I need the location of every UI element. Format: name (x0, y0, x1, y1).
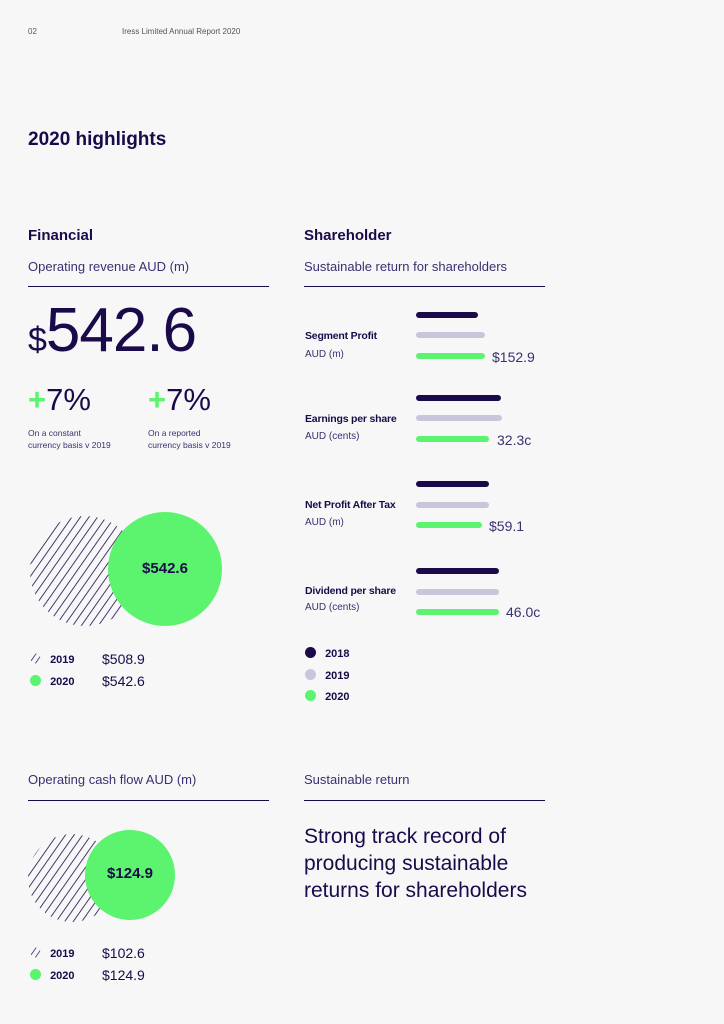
note-line: currency basis v 2019 (148, 440, 231, 450)
legend-row: 2018 (305, 647, 350, 660)
revenue-figure: $542.6 (28, 300, 197, 362)
cashflow-bubble-label: $124.9 (107, 865, 153, 882)
divider (304, 286, 545, 287)
bar-2020 (416, 609, 499, 615)
shareholder-heading: Shareholder (304, 227, 392, 244)
legend-value-text: $102.6 (102, 945, 145, 961)
bar-2019 (416, 502, 489, 508)
growth-value: 7% (166, 382, 211, 417)
legend-value: $124.9 (102, 967, 145, 983)
note-line: On a constant (28, 428, 81, 438)
revenue-bubble-label: $542.6 (142, 560, 188, 577)
quote-line: producing sustainable (304, 852, 509, 875)
page-title: 2020 highlights (28, 129, 167, 150)
legend-value-text: $124.9 (102, 967, 145, 983)
bar-2019 (416, 332, 485, 338)
hatch-swatch-icon (30, 653, 41, 664)
cashflow-bubbles (28, 830, 175, 922)
return-label: Sustainable return (304, 772, 410, 787)
legend-value: $542.6 (102, 673, 145, 689)
bar-2018 (416, 481, 489, 487)
legend-row: 2019 (30, 947, 75, 960)
plus-icon: + (148, 382, 167, 417)
metric-value: $59.1 (489, 518, 525, 534)
bar-2020 (416, 436, 489, 442)
note-line: currency basis v 2019 (28, 440, 111, 450)
bar-2018 (416, 568, 499, 574)
revenue-value: 542.6 (45, 296, 197, 365)
bar-2019 (416, 589, 499, 595)
financial-heading: Financial (28, 227, 94, 244)
hatch-swatch-icon (30, 947, 41, 958)
quote-line: Strong track record of (304, 825, 506, 848)
metric-value: 32.3c (497, 432, 532, 448)
document-title: Iress Limited Annual Report 2020 (122, 27, 241, 36)
growth-reported: +7% (148, 384, 211, 415)
growth-value: 7% (46, 382, 91, 417)
legend-year: 2020 (325, 691, 350, 703)
bar-2020 (416, 353, 485, 359)
revenue-currency: $ (28, 321, 47, 359)
metric-unit: AUD (m) (305, 349, 344, 360)
legend-value: $508.9 (102, 651, 145, 667)
metric-unit: AUD (m) (305, 517, 344, 528)
metric-value: $152.9 (492, 349, 535, 365)
metric-label: Earnings per share (305, 413, 397, 425)
bar-2020 (416, 522, 482, 528)
growth-note: On a constant currency basis v 2019 (28, 427, 111, 451)
navy-dot-icon (305, 647, 316, 658)
green-dot-icon (30, 675, 41, 686)
green-dot-icon (305, 690, 316, 701)
legend-year: 2019 (50, 948, 75, 960)
legend-row: 2019 (30, 653, 75, 666)
metric-unit: AUD (cents) (305, 431, 360, 442)
metric-label: Net Profit After Tax (305, 499, 396, 511)
growth-constant: +7% (28, 384, 91, 415)
revenue-label: Operating revenue AUD (m) (28, 259, 190, 274)
bubble-2019 (30, 516, 140, 626)
legend-row: 2019 (305, 669, 350, 682)
green-dot-icon (30, 969, 41, 980)
cashflow-label: Operating cash flow AUD (m) (28, 772, 197, 787)
divider (28, 800, 269, 801)
quote-line: returns for shareholders (304, 879, 527, 902)
legend-value-text: $508.9 (102, 651, 145, 667)
bubble-2020 (108, 512, 222, 626)
legend-year: 2018 (325, 648, 350, 660)
legend-year: 2019 (325, 670, 350, 682)
metric-unit: AUD (cents) (305, 602, 360, 613)
plus-icon: + (28, 382, 47, 417)
growth-note: On a reported currency basis v 2019 (148, 427, 231, 451)
legend-value-text: $542.6 (102, 673, 145, 689)
metric-value: 46.0c (506, 604, 541, 620)
page-number: 02 (28, 27, 37, 36)
shareholder-subtitle: Sustainable return for shareholders (304, 259, 508, 274)
divider (28, 286, 269, 287)
legend-value: $102.6 (102, 945, 145, 961)
revenue-bubbles (30, 512, 222, 626)
bar-2018 (416, 312, 478, 318)
bubble-2020 (85, 830, 175, 920)
lavender-dot-icon (305, 669, 316, 680)
legend-row: 2020 (30, 675, 75, 688)
note-line: On a reported (148, 428, 201, 438)
highlight-quote: Strong track record of producing sustain… (304, 823, 564, 904)
bar-2018 (416, 395, 501, 401)
legend-year: 2019 (50, 654, 75, 666)
metric-label: Dividend per share (305, 585, 396, 597)
bar-2019 (416, 415, 502, 421)
divider (304, 800, 545, 801)
metric-label: Segment Profit (305, 330, 377, 342)
legend-year: 2020 (50, 676, 75, 688)
legend-row: 2020 (30, 969, 75, 982)
legend-year: 2020 (50, 970, 75, 982)
legend-row: 2020 (305, 690, 350, 703)
